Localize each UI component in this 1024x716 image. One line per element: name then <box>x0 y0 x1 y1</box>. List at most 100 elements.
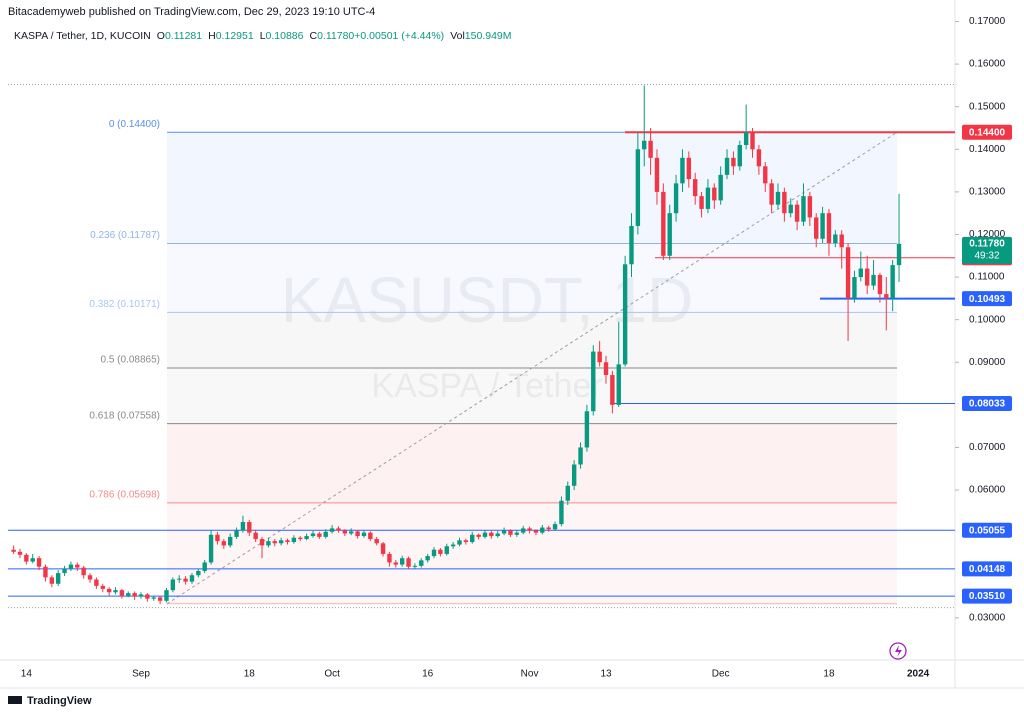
candle-body <box>87 575 93 580</box>
y-tick-label: 0.10000 <box>969 314 1006 325</box>
candle-body <box>17 551 23 555</box>
candle-body <box>692 179 698 197</box>
candle-body <box>864 268 870 286</box>
candle-body <box>387 553 392 563</box>
last-price-box <box>962 236 1012 264</box>
level-box <box>962 124 1012 140</box>
fib-zone <box>167 312 897 369</box>
y-tick-label: 0.09000 <box>969 357 1006 368</box>
candle-body <box>788 204 793 214</box>
x-tick-label: 16 <box>422 669 434 680</box>
stat-key: Vol <box>450 30 465 42</box>
stat-value: 0.11780 <box>317 30 354 42</box>
candle-body <box>126 593 131 596</box>
candle-body <box>667 213 672 256</box>
y-tick-label: 0.13000 <box>969 187 1006 198</box>
candle-body <box>591 351 596 412</box>
icon-bolt <box>895 645 902 657</box>
tradingview-logo: TradingView <box>8 695 92 707</box>
candle-body <box>336 528 341 531</box>
candle-body <box>845 247 851 299</box>
candle-body <box>406 558 411 567</box>
candle-body <box>871 274 876 286</box>
candle-body <box>100 585 105 589</box>
candle-body <box>106 588 112 593</box>
candle-body <box>450 544 456 547</box>
candle-body <box>170 579 176 591</box>
watermark-subtitle: KASPA / Tether <box>371 367 602 405</box>
candle-body <box>399 558 405 565</box>
x-tick-label: 14 <box>21 669 33 680</box>
candle-body <box>164 590 169 601</box>
candle-body <box>597 351 602 363</box>
fib-zone <box>167 368 897 424</box>
level-box <box>962 291 1012 307</box>
candle-body <box>247 521 252 533</box>
candle-body <box>559 500 564 525</box>
candle-body <box>712 187 717 201</box>
candle-body <box>642 140 647 150</box>
stat-key: O <box>157 30 165 42</box>
candle-body <box>317 533 322 537</box>
candle-body <box>196 570 201 576</box>
fib-trend-line <box>166 131 898 605</box>
candle-body <box>826 213 832 243</box>
candle-body <box>635 149 641 226</box>
candle-body <box>215 534 220 542</box>
candle-body <box>750 132 755 150</box>
candle-body <box>508 530 513 535</box>
candle-body <box>189 575 195 582</box>
candle-body <box>11 549 16 552</box>
candle-body <box>839 234 844 248</box>
candle-body <box>654 157 660 192</box>
candle-body <box>68 564 74 569</box>
fib-label: 0.786 (0.05698) <box>89 490 160 501</box>
candle-body <box>221 541 227 546</box>
stat-value: 0.11281 <box>165 30 202 42</box>
candle-body <box>852 277 857 299</box>
candle-body <box>877 274 883 295</box>
last-price-label: 0.11780 <box>969 238 1005 249</box>
candle-body <box>240 521 246 531</box>
candle-body <box>138 594 144 597</box>
candle-body <box>412 565 418 567</box>
y-tick-label: 0.06000 <box>969 485 1006 496</box>
candle-body <box>540 527 545 533</box>
candle-body <box>661 191 666 256</box>
stat-key: C <box>310 30 318 42</box>
x-tick-label: 13 <box>600 669 612 680</box>
candle-body <box>444 546 449 554</box>
candle-body <box>202 562 207 571</box>
fib-label: 0.382 (0.10171) <box>89 299 160 310</box>
candle-body <box>814 217 819 239</box>
candle-body <box>419 560 424 566</box>
y-tick-label: 0.11000 <box>969 272 1005 283</box>
y-tick-label: 0.03000 <box>969 612 1006 623</box>
candle-body <box>342 530 348 534</box>
y-tick-label: 0.17000 <box>969 16 1006 27</box>
level-label: 0.08033 <box>969 399 1006 410</box>
candle-body <box>278 540 284 544</box>
countdown: 49:32 <box>974 250 999 261</box>
candle-body <box>514 532 520 535</box>
candle-body <box>151 597 156 599</box>
candle-body <box>699 196 704 209</box>
candle-body <box>43 566 48 578</box>
candle-body <box>884 294 889 299</box>
candle-body <box>463 540 469 543</box>
candle-body <box>718 174 723 201</box>
candle-body <box>763 166 768 184</box>
candle-body <box>30 558 35 562</box>
candle-body <box>782 191 787 214</box>
candle-body <box>323 531 328 537</box>
candle-body <box>49 577 55 584</box>
candle-body <box>298 537 303 540</box>
level-box <box>962 395 1012 411</box>
icon-circle <box>889 642 907 660</box>
candle-body <box>724 157 730 175</box>
candle-body <box>431 549 437 557</box>
candle-body <box>801 196 806 222</box>
candle-body <box>610 375 615 405</box>
level-box <box>962 561 1012 577</box>
stat-value: +0.00501 (+4.44%) <box>354 30 444 42</box>
